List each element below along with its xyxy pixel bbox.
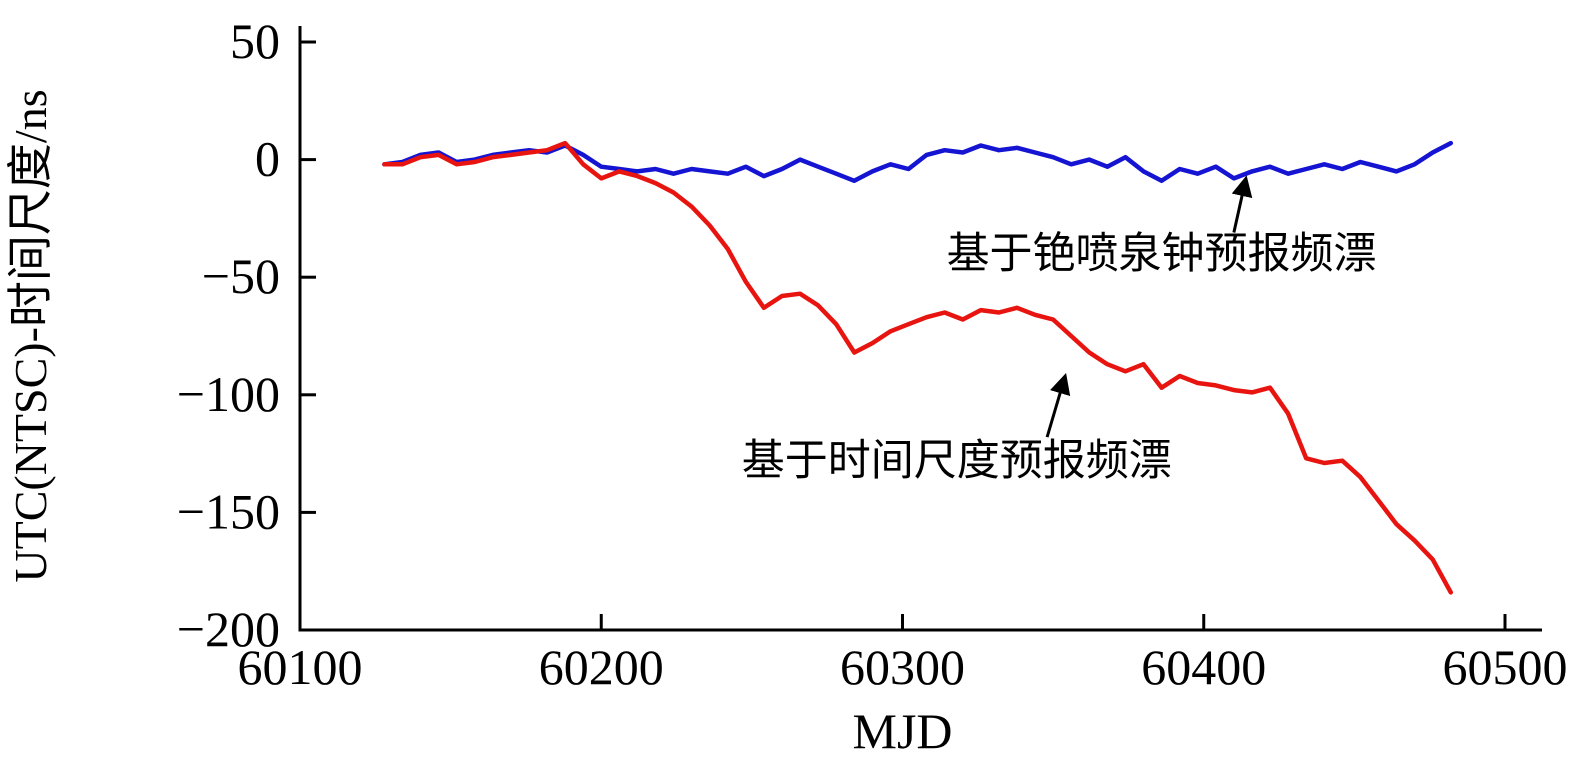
y-tick-label: −200 (177, 601, 280, 657)
y-tick-label: −100 (177, 366, 280, 422)
x-axis-title: MJD (852, 703, 952, 759)
y-tick-label: 0 (255, 131, 280, 187)
x-tick-label: 60100 (238, 639, 363, 695)
y-tick-label: 50 (230, 13, 280, 69)
y-axis-title: UTC(NTSC)-时间尺度/ns (5, 89, 56, 582)
x-tick-label: 60400 (1141, 639, 1266, 695)
annotation-arrow-time-scale-prediction (1045, 372, 1071, 438)
y-tick-label: −50 (202, 248, 280, 304)
x-tick-label: 60300 (840, 639, 965, 695)
x-tick-label: 60200 (539, 639, 664, 695)
x-tick-label: 60500 (1443, 639, 1568, 695)
annotation-label-time-scale-prediction: 基于时间尺度预报频漂 (742, 438, 1172, 485)
y-tick-label: −150 (177, 483, 280, 539)
annotation-label-cesium-fountain-prediction: 基于铯喷泉钟预报频漂 (947, 230, 1377, 278)
annotation-arrow-cesium-fountain-prediction (1231, 175, 1253, 233)
time-scale-prediction-line (382, 140, 1454, 595)
